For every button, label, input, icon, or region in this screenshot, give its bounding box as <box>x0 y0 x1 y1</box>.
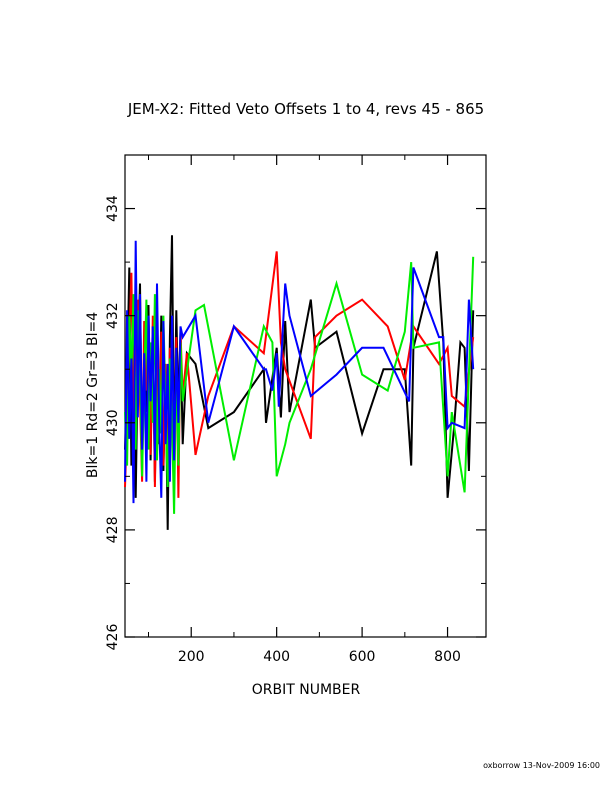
chart-title: JEM-X2: Fitted Veto Offsets 1 to 4, revs… <box>127 100 484 118</box>
x-axis-label: ORBIT NUMBER <box>252 682 361 698</box>
y-tick-label: 428 <box>105 517 121 544</box>
y-axis-label: Blk=1 Rd=2 Gr=3 Bl=4 <box>85 312 101 478</box>
y-tick-label: 432 <box>105 302 121 329</box>
x-tick-label: 200 <box>178 649 205 665</box>
tick-labels: 200 400 600 800 426 428 430 432 434 <box>105 195 461 665</box>
y-tick-label: 434 <box>105 195 121 222</box>
x-tick-label: 800 <box>434 649 461 665</box>
series-line-4 <box>124 240 475 504</box>
series-group <box>124 235 475 530</box>
y-tick-label: 426 <box>105 624 121 651</box>
x-tick-label: 400 <box>263 649 290 665</box>
plot-area <box>124 154 487 638</box>
plot-frame <box>124 154 487 638</box>
footer-credit: oxborrow 13-Nov-2009 16:00 <box>483 761 600 770</box>
x-tick-label: 600 <box>349 649 376 665</box>
y-tick-label: 430 <box>105 409 121 436</box>
axis-ticks <box>125 154 486 638</box>
